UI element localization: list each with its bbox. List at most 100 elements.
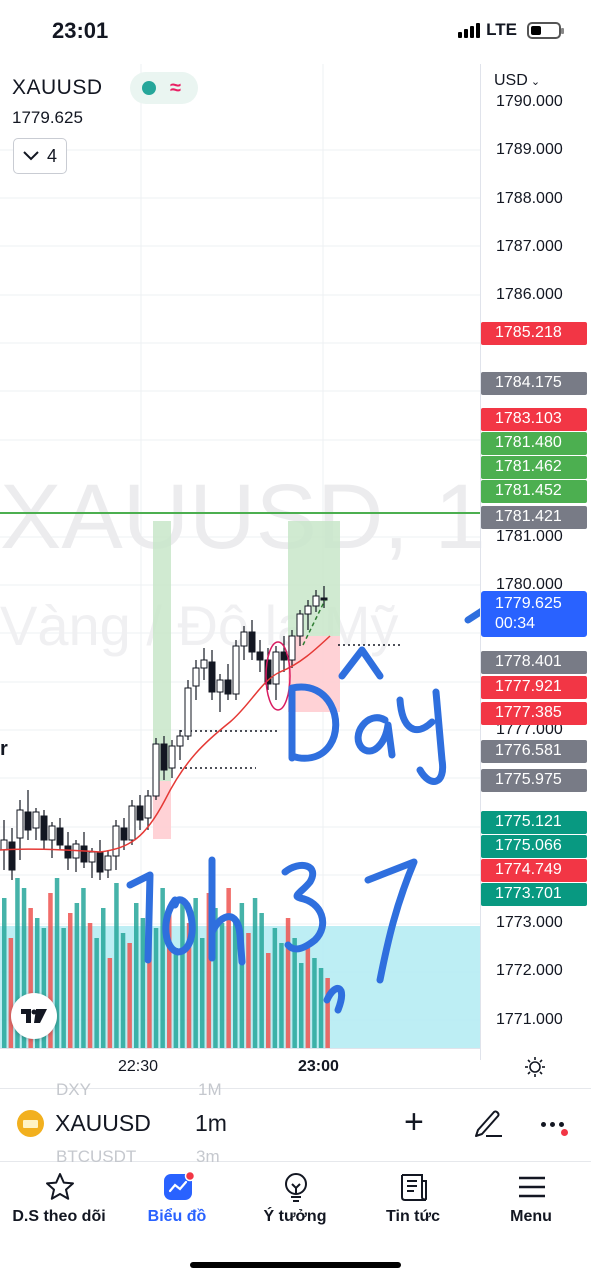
market-status-pill[interactable]: ≈ xyxy=(130,72,198,104)
volume-bar xyxy=(160,888,165,1048)
add-button[interactable]: + xyxy=(404,1103,424,1142)
pen-icon xyxy=(472,1106,504,1138)
nav-menu[interactable]: Menu xyxy=(472,1163,590,1233)
price-tag: 1774.749 xyxy=(481,859,587,882)
candle-body xyxy=(201,660,207,668)
volume-bar xyxy=(299,963,304,1048)
volume-bar xyxy=(180,903,185,1048)
wave-icon: ≈ xyxy=(170,78,181,98)
chart-symbol[interactable]: XAUUSD xyxy=(12,76,103,100)
nav-news[interactable]: Tin tức xyxy=(354,1163,472,1233)
bar-countdown: 00:34 xyxy=(495,614,587,634)
price-tick-label: 1773.000 xyxy=(482,911,591,935)
price-tag: 1784.175 xyxy=(481,372,587,395)
star-icon xyxy=(44,1171,76,1203)
volume-bar xyxy=(61,928,66,1048)
candle-body xyxy=(161,744,167,770)
price-tag: 1781.452 xyxy=(481,480,587,503)
status-bar: 23:01 LTE xyxy=(0,0,591,64)
candle-body xyxy=(41,816,47,840)
candle-body xyxy=(289,636,295,660)
nav-label: Ý tưởng xyxy=(236,1208,354,1226)
nav-ideas[interactable]: Ý tưởng xyxy=(236,1163,354,1233)
gear-icon xyxy=(524,1056,546,1078)
candle-body xyxy=(217,680,223,692)
price-tag: 1775.066 xyxy=(481,835,587,858)
candle-body xyxy=(121,828,127,840)
hamburger-icon xyxy=(516,1171,548,1203)
volume-bar xyxy=(9,938,14,1048)
candle-body xyxy=(81,846,87,862)
volume-bar xyxy=(88,923,93,1048)
price-tag: 1775.121 xyxy=(481,811,587,834)
price-tag: 1773.701 xyxy=(481,883,587,906)
candle-body xyxy=(297,614,303,636)
candle-body xyxy=(49,826,55,840)
candle-body xyxy=(89,852,95,862)
long-position-target-2 xyxy=(288,521,340,636)
price-tick-label: 1789.000 xyxy=(482,138,591,162)
indicators-toggle-button[interactable]: 4 xyxy=(13,138,67,174)
price-tag: 1776.581 xyxy=(481,740,587,763)
volume-bar xyxy=(68,913,73,1048)
volume-bar xyxy=(141,918,146,1048)
candle-body xyxy=(177,736,183,746)
volume-bar xyxy=(286,918,291,1048)
nav-watchlist[interactable]: D.S theo dõi xyxy=(0,1163,118,1233)
candle-body xyxy=(321,598,327,600)
symbol-search-button[interactable]: XAUUSD xyxy=(55,1110,151,1137)
volume-bar xyxy=(81,888,86,1048)
candle-body xyxy=(1,840,7,850)
lightbulb-icon xyxy=(280,1171,312,1203)
nav-chart[interactable]: Biểu đồ xyxy=(118,1163,236,1233)
candle-body xyxy=(169,746,175,768)
symbol-header[interactable]: XAUUSD 1779.625 xyxy=(12,76,103,100)
nav-label: Biểu đồ xyxy=(118,1208,236,1226)
price-tick-label: 1790.000 xyxy=(482,90,591,114)
volume-bar xyxy=(325,978,330,1048)
candle-body xyxy=(313,596,319,606)
currency-selector[interactable]: USD ⌄ xyxy=(494,72,540,90)
candle-body xyxy=(185,688,191,736)
candle-body xyxy=(273,652,279,684)
chart-icon xyxy=(162,1171,194,1203)
volume-bar xyxy=(101,908,106,1048)
tradingview-logo[interactable] xyxy=(11,993,57,1039)
candle-body xyxy=(305,606,311,614)
chevron-down-icon xyxy=(23,151,39,161)
indicators-count: 4 xyxy=(47,146,57,167)
price-tick-label: 1772.000 xyxy=(482,959,591,983)
price-tag: 1778.401 xyxy=(481,651,587,674)
drawing-tools-button[interactable] xyxy=(472,1106,504,1143)
volume-bar xyxy=(94,938,99,1048)
price-tag: 1777.385 xyxy=(481,702,587,725)
volume-bar xyxy=(134,903,139,1048)
volume-bar xyxy=(154,928,159,1048)
gold-icon xyxy=(17,1110,44,1137)
interval-button[interactable]: 1m xyxy=(195,1110,227,1137)
price-tag: 1781.480 xyxy=(481,432,587,455)
nav-label: D.S theo dõi xyxy=(0,1208,118,1226)
chart-settings-button[interactable] xyxy=(524,1056,546,1083)
price-tag: 1783.103 xyxy=(481,408,587,431)
nav-label: Tin tức xyxy=(354,1208,472,1226)
candle-body xyxy=(209,662,215,692)
status-indicators: LTE xyxy=(458,20,561,40)
candle-body xyxy=(17,810,23,838)
volume-bar xyxy=(279,943,284,1048)
time-label: 22:30 xyxy=(118,1058,158,1076)
notification-dot xyxy=(561,1129,568,1136)
candle-body xyxy=(257,652,263,660)
current-price-value: 1779.625 xyxy=(495,594,587,614)
clipped-label: r xyxy=(0,738,8,761)
candle-body xyxy=(281,652,287,660)
candle-body xyxy=(249,632,255,652)
volume-bar xyxy=(259,913,264,1048)
price-tag: 1775.975 xyxy=(481,769,587,792)
signal-icon xyxy=(458,22,480,38)
plus-icon: + xyxy=(404,1103,424,1141)
volume-bar xyxy=(292,938,297,1048)
ghost-interval: 1M xyxy=(198,1080,222,1100)
chevron-down-icon: ⌄ xyxy=(528,76,540,88)
candle-body xyxy=(97,852,103,872)
